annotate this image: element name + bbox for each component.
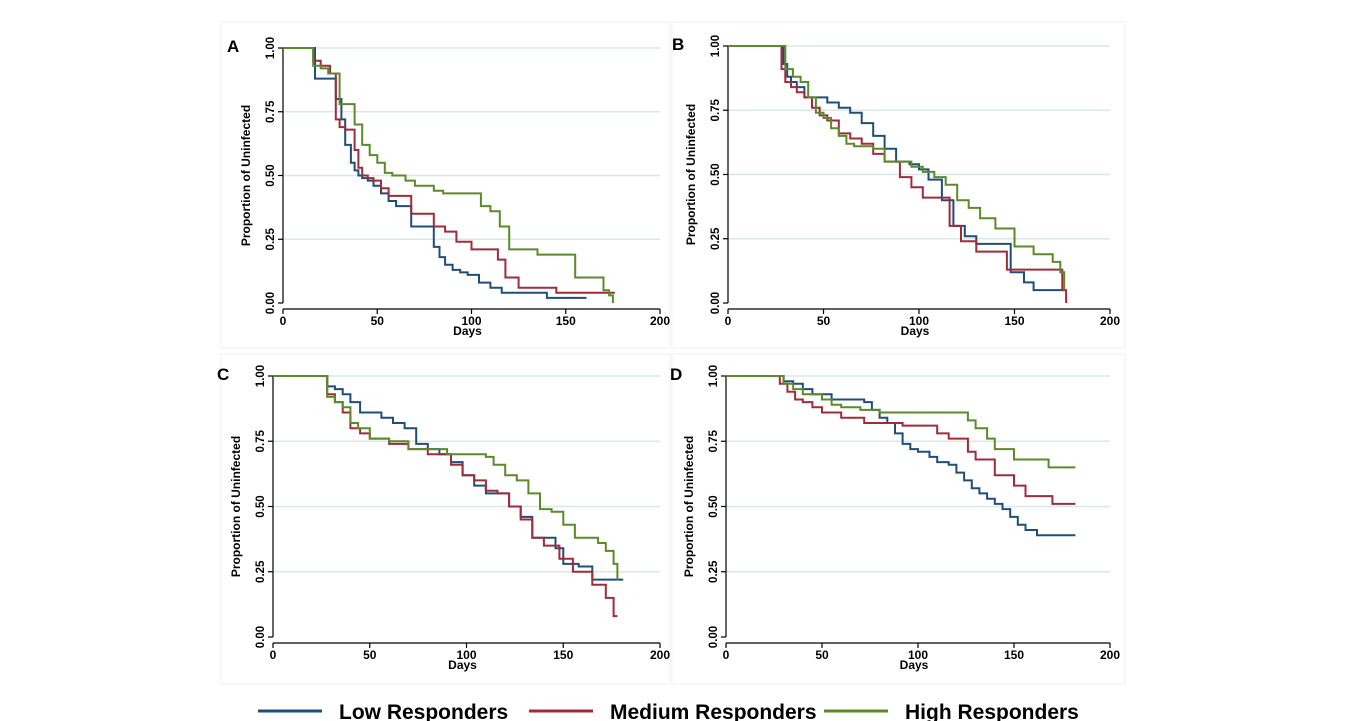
series-line-low bbox=[728, 45, 1063, 292]
legend-item-low: Low Responders bbox=[258, 701, 508, 721]
legend-item-medium: Medium Responders bbox=[529, 701, 817, 721]
y-tick-label: 1.00 bbox=[255, 365, 267, 387]
x-tick-label: 50 bbox=[815, 648, 829, 662]
panel-letter-d: D bbox=[670, 365, 682, 384]
x-tick-label: 150 bbox=[553, 648, 573, 662]
y-axis-title: Proportion of Uninfected bbox=[239, 105, 253, 246]
x-tick-label: 0 bbox=[723, 648, 730, 662]
y-tick-label: 0.50 bbox=[708, 495, 720, 517]
y-tick-label: 0.50 bbox=[265, 164, 277, 186]
panel-frame-a bbox=[220, 21, 671, 349]
y-tick-label: 0.25 bbox=[255, 560, 267, 583]
y-axis-title: Proportion of Uninfected bbox=[684, 104, 698, 245]
panel-letter-b: B bbox=[672, 35, 684, 54]
series-line-medium bbox=[726, 375, 1076, 505]
y-axis-title: Proportion of Uninfected bbox=[682, 436, 696, 577]
y-tick-label: 1.00 bbox=[710, 35, 722, 57]
x-tick-label: 0 bbox=[280, 314, 287, 328]
x-tick-label: 50 bbox=[371, 314, 385, 328]
panel-frames bbox=[220, 21, 1126, 685]
x-tick-label: 0 bbox=[725, 314, 732, 328]
series-line-medium bbox=[273, 375, 618, 618]
series-line-low bbox=[283, 47, 587, 299]
y-tick-label: 0.25 bbox=[265, 227, 277, 250]
x-tick-label: 100 bbox=[909, 314, 929, 328]
series-line-low bbox=[273, 375, 624, 581]
series-line-high bbox=[283, 47, 614, 303]
x-tick-label: 100 bbox=[908, 648, 928, 662]
y-tick-label: 0.00 bbox=[710, 292, 722, 314]
series-line-low bbox=[726, 375, 1076, 537]
panel-a: 0.00 0.25 0.50 0.75 1.00 0 50 100 150 200 Days Prop… bbox=[227, 37, 670, 338]
x-tick-label: 150 bbox=[1004, 314, 1024, 328]
y-tick-label: 0.00 bbox=[265, 292, 277, 314]
y-tick-label: 0.50 bbox=[710, 163, 722, 185]
y-tick-label: 0.75 bbox=[708, 429, 720, 452]
panel-frame-c bbox=[220, 353, 671, 685]
y-tick-label: 0.75 bbox=[710, 98, 722, 121]
y-tick-label: 1.00 bbox=[708, 365, 720, 387]
x-tick-label: 150 bbox=[1004, 648, 1024, 662]
legend-label-high: High Responders bbox=[905, 701, 1079, 721]
y-tick-label: 0.75 bbox=[255, 429, 267, 452]
x-axis-title: Days bbox=[900, 658, 929, 672]
y-tick-label: 0.00 bbox=[255, 626, 267, 648]
y-tick-label: 1.00 bbox=[265, 37, 277, 59]
y-tick-label: 0.00 bbox=[708, 626, 720, 648]
y-tick-label: 0.25 bbox=[708, 560, 720, 583]
x-axis-title: Days bbox=[448, 658, 477, 672]
legend-label-low: Low Responders bbox=[339, 701, 508, 721]
x-tick-label: 50 bbox=[817, 314, 831, 328]
x-tick-label: 200 bbox=[1100, 648, 1120, 662]
y-tick-label: 0.25 bbox=[710, 227, 722, 250]
x-tick-label: 200 bbox=[650, 314, 670, 328]
panel-c: 0.00 0.25 0.50 0.75 1.00 0 50 100 150 200 Days Prop… bbox=[217, 365, 670, 672]
x-tick-label: 200 bbox=[1100, 314, 1120, 328]
y-tick-label: 0.50 bbox=[255, 495, 267, 517]
panel-frame-b bbox=[671, 21, 1126, 349]
x-tick-label: 100 bbox=[456, 648, 476, 662]
y-axis-title: Proportion of Uninfected bbox=[229, 436, 243, 577]
x-tick-label: 0 bbox=[270, 648, 277, 662]
series-line-medium bbox=[283, 47, 615, 294]
x-tick-label: 100 bbox=[461, 314, 481, 328]
panel-b: 0.00 0.25 0.50 0.75 1.00 0 50 100 150 200 Days Prop… bbox=[672, 35, 1120, 338]
x-tick-label: 150 bbox=[556, 314, 576, 328]
y-tick-label: 0.75 bbox=[265, 100, 277, 123]
legend-label-medium: Medium Responders bbox=[610, 701, 817, 721]
panel-frame-d bbox=[671, 353, 1126, 685]
x-axis-title: Days bbox=[901, 324, 930, 338]
panel-d: 0.00 0.25 0.50 0.75 1.00 0 50 100 150 200 Days Prop… bbox=[670, 365, 1120, 672]
series-line-high bbox=[728, 45, 1066, 291]
legend-item-high: High Responders bbox=[824, 701, 1079, 721]
legend: Low Responders Medium Responders High Resp… bbox=[258, 701, 1079, 721]
series-line-medium bbox=[728, 45, 1068, 303]
x-tick-label: 50 bbox=[363, 648, 377, 662]
x-axis-title: Days bbox=[453, 324, 482, 338]
x-tick-label: 200 bbox=[650, 648, 670, 662]
series-line-high bbox=[273, 375, 619, 580]
panel-letter-c: C bbox=[217, 365, 229, 384]
panel-letter-a: A bbox=[227, 37, 239, 56]
series-line-high bbox=[726, 375, 1076, 469]
